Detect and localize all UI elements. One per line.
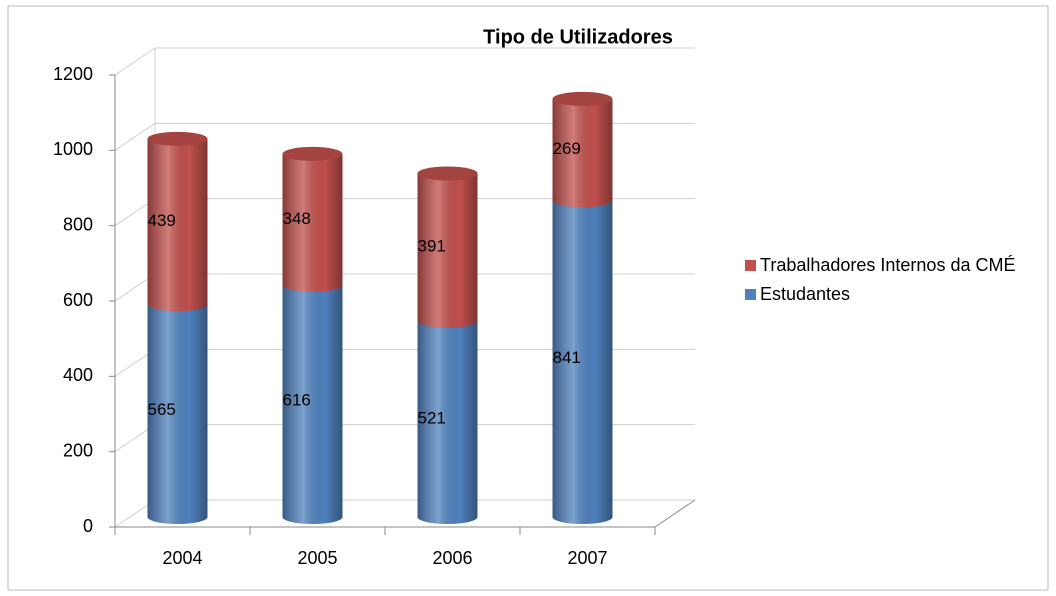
bar-segment xyxy=(282,146,343,292)
y-tick-label: 800 xyxy=(63,214,93,234)
legend-label: Trabalhadores Internos da CMÉ xyxy=(760,255,1016,275)
bar-segment xyxy=(417,320,478,524)
bar-segment xyxy=(552,91,613,208)
cylinder-top xyxy=(147,131,208,146)
cylinder-top xyxy=(282,146,343,161)
x-tick-label: 2004 xyxy=(162,548,202,568)
data-label: 348 xyxy=(283,209,311,228)
data-label: 269 xyxy=(553,139,581,158)
data-label: 521 xyxy=(418,408,446,427)
cylinder-top xyxy=(552,91,613,106)
cylinder-top-highlight xyxy=(552,91,613,106)
y-tick-label: 1000 xyxy=(53,139,93,159)
bar-segment xyxy=(147,304,208,524)
x-tick-label: 2005 xyxy=(297,548,337,568)
cylinder-top-highlight xyxy=(417,166,478,181)
legend-swatch xyxy=(745,289,756,300)
data-label: 616 xyxy=(283,390,311,409)
chart-border xyxy=(7,5,1049,591)
y-tick-label: 0 xyxy=(83,516,93,536)
chart-title: Tipo de Utilizadores xyxy=(483,26,673,48)
cylinder-shade xyxy=(552,200,613,524)
y-tick-label: 200 xyxy=(63,440,93,460)
cylinder-shade xyxy=(282,153,343,292)
cylinder-top xyxy=(417,166,478,181)
grid-line-side xyxy=(114,122,156,151)
x-tick-label: 2006 xyxy=(432,548,472,568)
legend: Trabalhadores Internos da CMÉ Estudantes xyxy=(745,255,1045,313)
cylinder-top-highlight xyxy=(147,131,208,146)
x-tick-label: 2007 xyxy=(567,548,607,568)
y-tick-label: 600 xyxy=(63,290,93,310)
cylinder-shade xyxy=(147,138,208,312)
y-tick-label: 1200 xyxy=(53,64,93,84)
bar-segment xyxy=(417,166,478,328)
data-label: 439 xyxy=(148,211,176,230)
data-label: 391 xyxy=(418,237,446,256)
cylinder-shade xyxy=(552,98,613,208)
legend-item: Estudantes xyxy=(745,284,1045,305)
y-tick-label: 400 xyxy=(63,365,93,385)
data-label: 841 xyxy=(553,348,581,367)
data-label: 565 xyxy=(148,400,176,419)
legend-swatch xyxy=(745,260,756,271)
bar-segment xyxy=(282,284,343,524)
cylinder-shade xyxy=(417,320,478,524)
floor-edge xyxy=(654,499,696,528)
legend-label: Estudantes xyxy=(760,284,851,304)
cylinder-shade xyxy=(417,173,478,328)
bar-segment xyxy=(552,200,613,524)
cylinder-top-highlight xyxy=(282,146,343,161)
legend-item: Trabalhadores Internos da CMÉ xyxy=(745,255,1045,276)
grid-line-side xyxy=(114,47,156,76)
cylinder-shade xyxy=(282,284,343,524)
cylinder-shade xyxy=(147,304,208,524)
bar-segment xyxy=(147,131,208,312)
